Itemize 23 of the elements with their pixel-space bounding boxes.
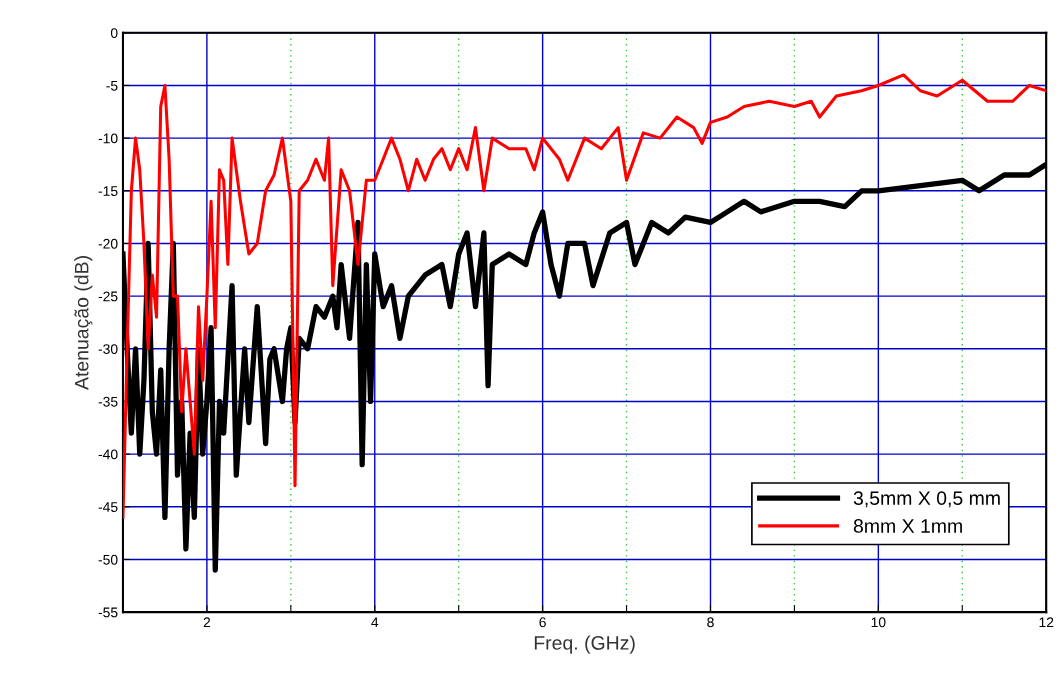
x-tick-label: 10 <box>871 617 886 628</box>
legend-label: 8mm X 1mm <box>853 519 962 533</box>
line-series <box>122 73 1047 519</box>
x-tick-label: 8 <box>707 617 714 628</box>
y-tick-label: -5 <box>106 80 118 91</box>
legend-label: 3,5mm X 0,5 mm <box>853 491 1000 508</box>
x-tick-label: 4 <box>371 617 379 628</box>
y-tick-label: -40 <box>98 449 118 460</box>
y-tick-label: -50 <box>98 554 118 565</box>
y-tick-label: 0 <box>110 28 118 38</box>
y-tick-label: -10 <box>98 133 118 144</box>
x-tick-label: 2 <box>203 617 211 628</box>
x-tick-label: 6 <box>539 617 546 628</box>
y-tick-label: -35 <box>98 396 118 407</box>
y-tick-label: -55 <box>98 607 118 618</box>
x-axis-title: Freq. (GHz) <box>534 635 635 654</box>
y-tick-label: -15 <box>98 186 118 196</box>
y-tick-label: -20 <box>98 238 118 249</box>
y-axis-title: Atenuação (dB) <box>74 256 93 390</box>
y-tick-label: -45 <box>98 502 118 512</box>
y-tick-label: -30 <box>98 344 118 354</box>
y-tick-label: -25 <box>98 291 118 302</box>
x-tick-label: 12 <box>1039 617 1054 628</box>
